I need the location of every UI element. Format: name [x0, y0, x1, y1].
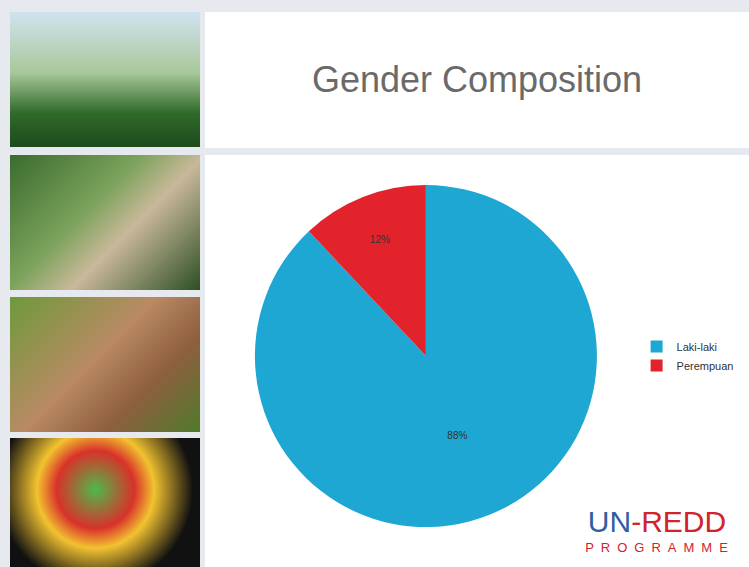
svg-text:12%: 12%	[370, 234, 390, 245]
html-text:Gender Composition: Gender Composition	[311, 59, 643, 100]
svg-text:Perempuan: Perempuan	[677, 360, 734, 372]
svg-text:Laki-laki: Laki-laki	[677, 341, 717, 353]
html-text:PROGRAMME: PROGRAMME	[585, 540, 735, 555]
svg-text:88%: 88%	[447, 430, 467, 441]
html-text:UN -REDD: UN -REDD	[587, 505, 727, 538]
